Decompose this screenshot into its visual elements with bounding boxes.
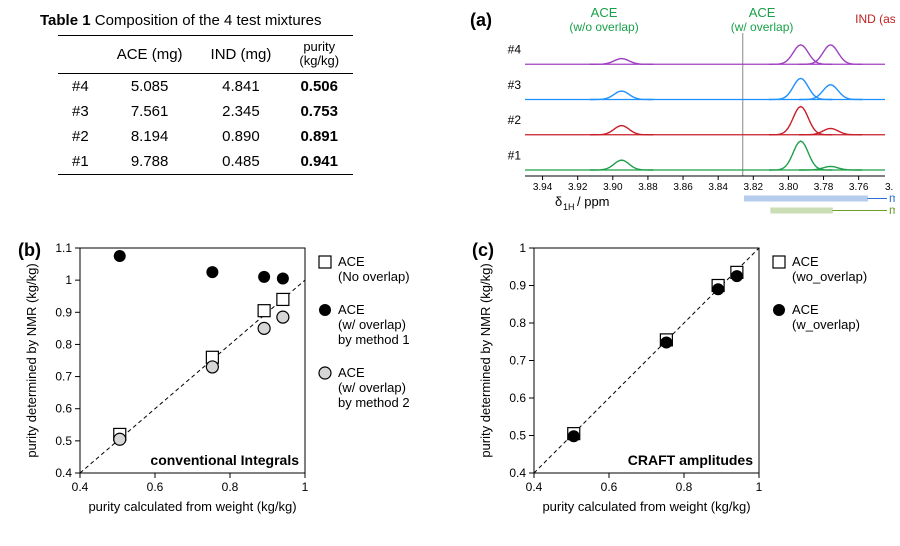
svg-text:0.6: 0.6 [55, 402, 72, 416]
svg-text:1H: 1H [563, 202, 575, 212]
composition-table: ACE (mg) IND (mg) purity(kg/kg) #45.0854… [58, 35, 353, 175]
panel-label-a: (a) [470, 10, 492, 31]
table-row: #19.7880.4850.941 [58, 149, 353, 175]
svg-text:ACE: ACE [338, 365, 365, 380]
svg-text:3.80: 3.80 [779, 182, 799, 193]
svg-text:0.5: 0.5 [55, 434, 72, 448]
svg-text:#1: #1 [508, 148, 522, 162]
svg-text:3.76: 3.76 [849, 182, 869, 193]
svg-text:0.8: 0.8 [222, 480, 239, 494]
svg-text:CRAFT amplitudes: CRAFT amplitudes [628, 452, 753, 468]
svg-text:0.4: 0.4 [526, 480, 543, 494]
svg-text:1.1: 1.1 [55, 242, 72, 255]
svg-text:by method 2: by method 2 [338, 395, 410, 410]
svg-text:0.8: 0.8 [509, 316, 526, 330]
svg-text:δ: δ [555, 194, 562, 209]
svg-text:3.86: 3.86 [673, 182, 693, 193]
svg-text:purity determined by NMR (kg/k: purity determined by NMR (kg/kg) [478, 263, 493, 457]
svg-text:0.4: 0.4 [509, 466, 526, 480]
svg-text:3.90: 3.90 [603, 182, 623, 193]
svg-text:0.7: 0.7 [55, 370, 72, 384]
svg-text:0.8: 0.8 [676, 480, 693, 494]
svg-text:0.6: 0.6 [601, 480, 618, 494]
svg-text:0.7: 0.7 [509, 354, 526, 368]
svg-text:purity calculated from weight: purity calculated from weight (kg/kg) [542, 499, 750, 514]
svg-text:(w_overlap): (w_overlap) [792, 317, 860, 332]
table-row: #37.5612.3450.753 [58, 99, 353, 124]
col-blank [58, 36, 103, 74]
svg-text:3.92: 3.92 [568, 182, 588, 193]
svg-text:conventional Integrals: conventional Integrals [150, 452, 299, 468]
svg-text:#3: #3 [508, 78, 522, 92]
svg-text:3.84: 3.84 [708, 182, 728, 193]
svg-text:purity determined by NMR (kg/k: purity determined by NMR (kg/kg) [24, 263, 39, 457]
svg-text:0.8: 0.8 [55, 337, 72, 351]
svg-text:#4: #4 [508, 43, 522, 57]
svg-text:0.4: 0.4 [72, 480, 89, 494]
svg-text:(w/ overlap): (w/ overlap) [731, 20, 794, 34]
scatter-plot-b: 0.4 0.6 0.8 1 0.4 0.5 0.6 0.7 0.8 0.9 1 1.1 purity c… [18, 242, 468, 542]
svg-text:1: 1 [756, 480, 763, 494]
svg-text:1: 1 [519, 242, 526, 255]
svg-text:IND (as impurity): IND (as impurity) [855, 12, 895, 26]
svg-text:(w/ overlap): (w/ overlap) [338, 380, 406, 395]
svg-text:ACE: ACE [792, 302, 819, 317]
svg-text:3.82: 3.82 [744, 182, 764, 193]
svg-text:ACE: ACE [338, 254, 365, 269]
table-title-rest: Composition of the 4 test mixtures [91, 12, 322, 29]
col-ace: ACE (mg) [103, 36, 197, 74]
table-row: #28.1940.8900.891 [58, 124, 353, 149]
svg-text:3.78: 3.78 [814, 182, 834, 193]
svg-text:ACE: ACE [338, 302, 365, 317]
svg-text:0.4: 0.4 [55, 466, 72, 480]
svg-text:by method 1: by method 1 [338, 332, 410, 347]
svg-text:(w/ overlap): (w/ overlap) [338, 317, 406, 332]
svg-text:purity calculated from weight: purity calculated from weight (kg/kg) [88, 499, 296, 514]
table-1: Table 1 Composition of the 4 test mixtur… [40, 12, 440, 175]
nmr-spectra: ACE(w/o overlap)ACE(w/ overlap)IND (as i… [495, 5, 895, 230]
svg-text:(wo_overlap): (wo_overlap) [792, 269, 867, 284]
table-row: #45.0854.8410.506 [58, 73, 353, 99]
col-purity: purity(kg/kg) [285, 36, 353, 74]
scatter-plot-c: 0.4 0.6 0.8 1 0.4 0.5 0.6 0.7 0.8 0.9 1 purity calc… [472, 242, 900, 542]
svg-text:0.9: 0.9 [509, 279, 526, 293]
svg-text:ACE: ACE [591, 5, 618, 20]
svg-text:3.94: 3.94 [533, 182, 553, 193]
svg-text:0.6: 0.6 [509, 391, 526, 405]
svg-text:ACE: ACE [792, 254, 819, 269]
table-title-prefix: Table 1 [40, 12, 91, 29]
svg-text:3.88: 3.88 [638, 182, 658, 193]
svg-text:1: 1 [302, 480, 309, 494]
svg-text:/ ppm: / ppm [577, 194, 610, 209]
svg-text:0.6: 0.6 [147, 480, 164, 494]
svg-text:(No overlap): (No overlap) [338, 269, 410, 284]
col-ind: IND (mg) [197, 36, 286, 74]
svg-text:1: 1 [65, 273, 72, 287]
svg-text:#2: #2 [508, 113, 522, 127]
svg-text:(w/o overlap): (w/o overlap) [569, 20, 638, 34]
svg-text:ACE: ACE [749, 5, 776, 20]
table-title: Table 1 Composition of the 4 test mixtur… [40, 12, 440, 29]
svg-text:method 2: method 2 [889, 203, 895, 217]
svg-text:0.5: 0.5 [509, 429, 526, 443]
svg-text:0.9: 0.9 [55, 305, 72, 319]
